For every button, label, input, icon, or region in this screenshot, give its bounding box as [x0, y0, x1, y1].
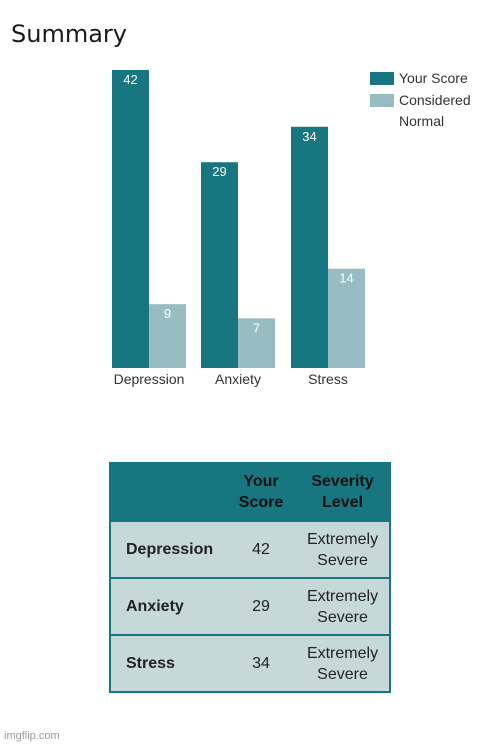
- table-cell-text: Extremely Severe: [306, 530, 379, 569]
- bar-chart: 42 9 Depression 29 7 Anxiety 34 14 Stress: [112, 70, 365, 387]
- table-cell: 29: [226, 577, 296, 635]
- table-cell: Extremely Severe: [296, 634, 390, 692]
- data-label-your-score-depression: 42: [123, 72, 137, 87]
- data-label-your-score-anxiety: 29: [212, 164, 226, 179]
- bar-considered-normal-stress: [328, 268, 365, 368]
- summary-table: Your Score Severity Level Depression 42 …: [109, 462, 391, 693]
- x-tick-label-depression: Depression: [114, 371, 185, 387]
- legend-swatch-your-score: [370, 72, 394, 85]
- table-header-row: Your Score Severity Level: [110, 463, 390, 521]
- bar-your-score-stress: [291, 126, 328, 368]
- legend-item-considered-normal: Considered Normal: [370, 92, 487, 132]
- table-header-text: Severity Level: [311, 473, 374, 511]
- table-cell: 42: [226, 520, 296, 578]
- table-row: Depression 42 Extremely Severe: [110, 520, 390, 578]
- watermark: imgflip.com: [4, 730, 60, 742]
- table-cell: Extremely Severe: [296, 520, 390, 578]
- legend-label-your-score: Your Score: [399, 70, 468, 86]
- bar-considered-normal-depression: [149, 304, 186, 368]
- table-row: Anxiety 29 Extremely Severe: [110, 577, 390, 635]
- table-header-cell: Your Score: [226, 463, 296, 521]
- table-cell: 34: [226, 634, 296, 692]
- page-title: Summary: [11, 20, 127, 48]
- data-label-considered-normal-depression: 9: [164, 306, 171, 321]
- legend-swatch-considered-normal: [370, 94, 394, 107]
- legend-item-your-score: Your Score: [370, 70, 487, 89]
- table-header-cell: Severity Level: [296, 463, 390, 521]
- bar-your-score-depression: [112, 70, 149, 368]
- table-cell: Extremely Severe: [296, 577, 390, 635]
- bar-your-score-anxiety: [201, 162, 238, 368]
- data-label-considered-normal-stress: 14: [339, 271, 353, 286]
- table-cell-text: Extremely Severe: [306, 644, 379, 683]
- table-header-cell: [110, 463, 226, 521]
- data-label-considered-normal-anxiety: 7: [253, 320, 260, 335]
- table-cell-text: Extremely Severe: [306, 587, 379, 626]
- data-label-your-score-stress: 34: [302, 129, 316, 144]
- table-cell: Stress: [110, 634, 226, 692]
- bar-considered-normal-anxiety: [238, 318, 275, 368]
- table-cell: Anxiety: [110, 577, 226, 635]
- table-row: Stress 34 Extremely Severe: [110, 634, 390, 692]
- chart-legend: Your Score Considered Normal: [370, 70, 487, 135]
- table-cell: Depression: [110, 520, 226, 578]
- x-tick-label-anxiety: Anxiety: [215, 371, 261, 387]
- x-tick-label-stress: Stress: [308, 371, 348, 387]
- legend-label-considered-normal: Considered Normal: [399, 92, 471, 129]
- table-header-text: Your Score: [238, 473, 284, 511]
